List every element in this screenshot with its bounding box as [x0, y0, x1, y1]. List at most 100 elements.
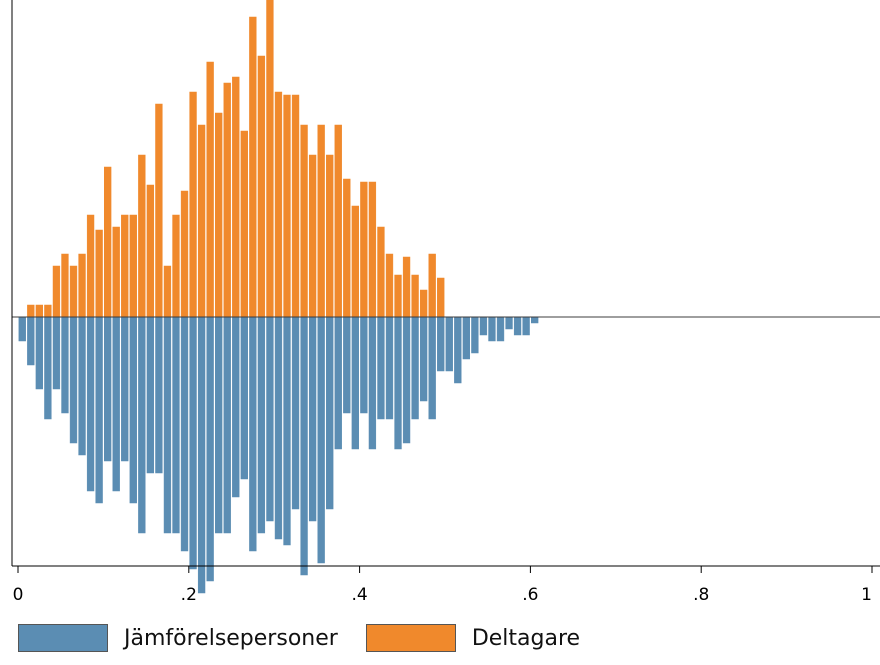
participant-bar-49: [437, 277, 445, 318]
comparison-bar-42: [377, 316, 385, 420]
comparison-bar-45: [402, 316, 411, 444]
participant-bars: [27, 0, 445, 318]
comparison-bar-34: [308, 316, 317, 522]
comparison-bar-59: [522, 316, 530, 336]
comparison-bar-39: [351, 316, 359, 450]
comparison-bar-37: [334, 316, 342, 450]
comparison-bar-9: [95, 316, 103, 504]
participant-bar-14: [138, 154, 146, 318]
comparison-bar-40: [360, 316, 368, 414]
participant-bar-2: [35, 304, 44, 318]
comparison-bar-29: [266, 316, 274, 522]
comparison-bar-54: [479, 316, 488, 336]
comparison-bar-57: [505, 316, 513, 330]
participant-bar-9: [95, 229, 103, 318]
comparison-bar-11: [112, 316, 120, 492]
participant-bar-12: [121, 214, 129, 318]
comparison-bar-38: [343, 316, 351, 414]
participant-bar-20: [189, 91, 197, 318]
x-tick-label-1: .2: [181, 585, 197, 605]
participant-bar-33: [300, 124, 308, 318]
participant-bar-35: [317, 124, 325, 318]
comparison-bar-49: [437, 316, 445, 372]
participant-bar-40: [360, 181, 368, 318]
comparison-bar-56: [496, 316, 505, 342]
comparison-bar-58: [513, 316, 522, 336]
comparison-bar-31: [283, 316, 291, 546]
comparison-bar-33: [300, 316, 308, 576]
comparison-bar-52: [462, 316, 471, 360]
x-tick-label-0: 0: [13, 585, 24, 605]
comparison-bar-30: [274, 316, 283, 540]
participant-bar-16: [155, 103, 163, 318]
comparison-bar-17: [163, 316, 172, 534]
comparison-bar-18: [172, 316, 180, 534]
comparison-bar-50: [445, 316, 453, 372]
participant-bar-47: [419, 289, 428, 318]
comparison-bar-27: [249, 316, 257, 552]
x-tick-label-5: 1: [861, 585, 872, 605]
comparison-bar-15: [146, 316, 155, 474]
participant-bar-18: [172, 214, 180, 318]
comparison-bar-7: [78, 316, 86, 456]
comparison-bar-24: [223, 316, 231, 534]
legend-label-participants: Deltagare: [471, 625, 581, 651]
comparison-bar-2: [35, 316, 44, 390]
participant-bar-19: [180, 190, 189, 318]
participant-bar-10: [104, 166, 112, 318]
comparison-bar-25: [232, 316, 240, 498]
participant-bar-27: [249, 16, 257, 318]
legend-item-comparison: Jämförelsepersoner: [18, 624, 338, 652]
participant-bar-36: [326, 154, 334, 318]
comparison-bar-16: [155, 316, 163, 474]
comparison-bar-10: [104, 316, 112, 462]
participant-bar-7: [78, 253, 86, 318]
x-tick-label-2: .4: [351, 585, 367, 605]
comparison-bar-35: [317, 316, 325, 564]
participant-bar-17: [163, 265, 172, 318]
participant-bar-22: [206, 61, 214, 318]
comparison-bar-20: [189, 316, 197, 570]
comparison-bar-36: [326, 316, 334, 510]
participant-bar-11: [112, 226, 120, 318]
participant-bar-5: [61, 253, 69, 318]
participant-bar-39: [351, 205, 359, 318]
participant-bar-24: [223, 82, 231, 318]
comparison-bar-8: [86, 316, 95, 492]
comparison-bar-22: [206, 316, 214, 582]
comparison-bar-19: [180, 316, 189, 552]
comparison-bar-60: [531, 316, 539, 324]
legend-swatch-participants: [365, 624, 456, 652]
participant-bar-26: [240, 130, 248, 318]
comparison-bar-21: [197, 316, 206, 594]
comparison-bar-3: [44, 316, 52, 420]
participant-bar-32: [291, 94, 300, 318]
comparison-bar-55: [488, 316, 496, 342]
participant-bar-29: [266, 0, 274, 318]
participant-bar-6: [69, 265, 78, 318]
participant-bar-43: [385, 253, 394, 318]
participant-bar-15: [146, 184, 155, 318]
comparison-bar-28: [257, 316, 266, 534]
participant-bar-8: [86, 214, 95, 318]
legend-label-comparison: Jämförelsepersoner: [124, 625, 338, 651]
comparison-bar-14: [138, 316, 146, 534]
participant-bar-13: [129, 214, 137, 318]
comparison-bar-4: [52, 316, 61, 390]
comparison-bar-1: [27, 316, 35, 366]
participant-bar-38: [343, 178, 351, 318]
comparison-bar-5: [61, 316, 69, 414]
comparison-bar-46: [411, 316, 419, 420]
comparison-bar-43: [385, 316, 394, 420]
comparison-bar-23: [215, 316, 223, 534]
legend-item-participants: Deltagare: [365, 624, 581, 652]
comparison-bar-44: [394, 316, 402, 450]
comparison-bar-0: [18, 316, 26, 342]
participant-bar-4: [52, 265, 61, 318]
legend-swatch-comparison: [18, 624, 108, 652]
comparison-bar-48: [428, 316, 436, 420]
legend: Jämförelsepersoner Deltagare: [18, 624, 608, 652]
comparison-bar-12: [121, 316, 129, 462]
x-tick-label-3: .6: [522, 585, 538, 605]
participant-bar-3: [44, 304, 52, 318]
